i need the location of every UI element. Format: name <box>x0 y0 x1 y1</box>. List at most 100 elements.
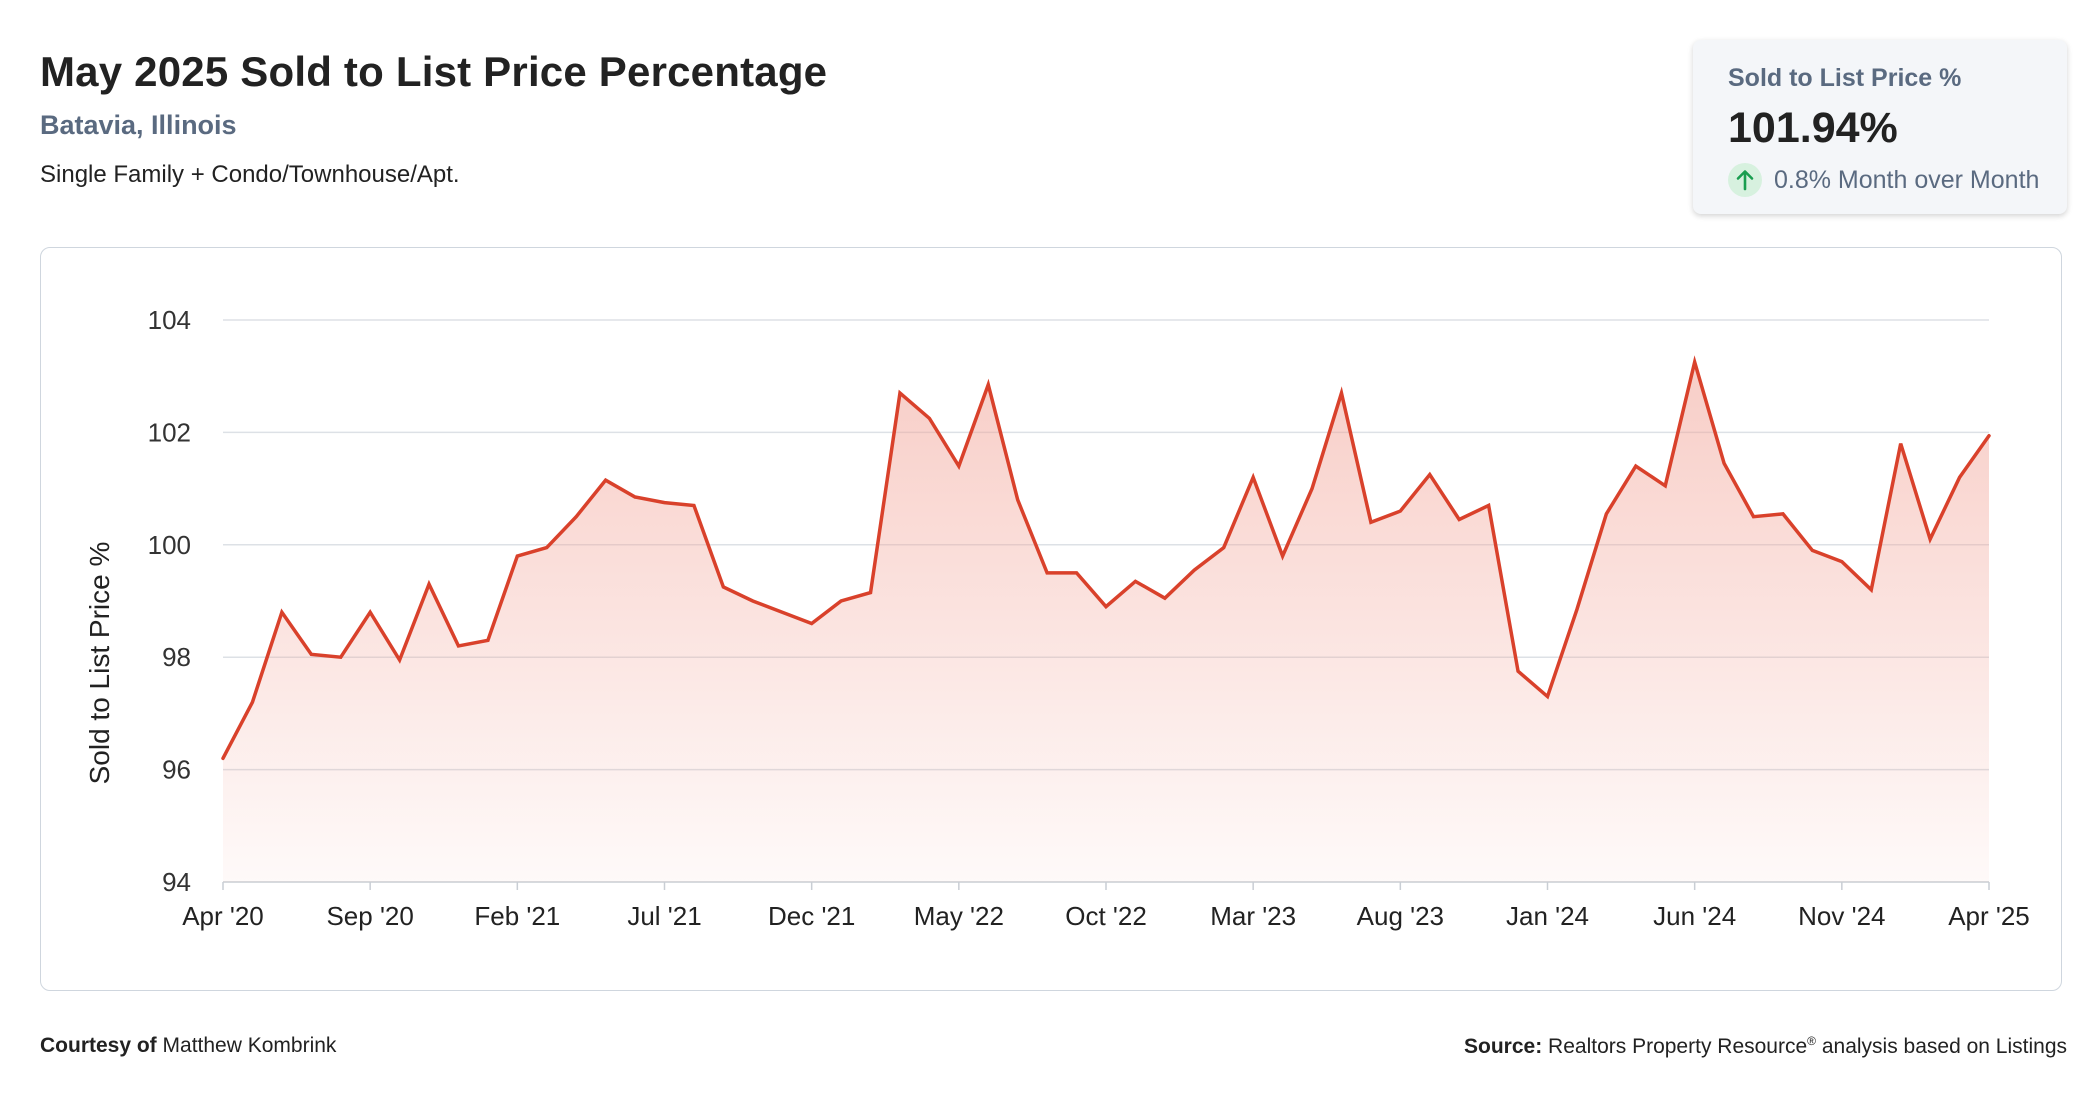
data-point <box>456 644 460 648</box>
data-point <box>1546 695 1550 699</box>
data-point <box>1693 360 1697 364</box>
data-point <box>1045 571 1049 575</box>
data-point <box>1752 515 1756 519</box>
source-suffix: analysis based on Listings <box>1821 1035 2067 1058</box>
x-tick-label: Jan '24 <box>1506 901 1589 931</box>
data-point <box>869 591 873 595</box>
data-point <box>427 582 431 586</box>
data-point <box>1398 509 1402 513</box>
data-point <box>1339 391 1343 395</box>
source-text: Realtors Property Resource® <box>1548 1034 1816 1058</box>
source-footer: Source: Realtors Property Resource® anal… <box>1464 1034 2067 1059</box>
data-point <box>574 515 578 519</box>
data-point <box>515 554 519 558</box>
property-segment: Single Family + Condo/Townhouse/Apt. <box>40 161 460 188</box>
data-point <box>692 503 696 507</box>
data-point <box>486 638 490 642</box>
y-tick-label: 102 <box>148 417 191 447</box>
courtesy-name: Matthew Kombrink <box>162 1034 337 1057</box>
data-point <box>1516 669 1520 673</box>
data-point <box>250 700 254 704</box>
y-tick-label: 94 <box>162 867 191 897</box>
area-fill <box>223 362 1989 882</box>
data-point <box>810 621 814 625</box>
data-point <box>986 383 990 387</box>
stat-change-text: 0.8% Month over Month <box>1774 165 2040 194</box>
data-point <box>280 610 284 614</box>
data-point <box>1075 571 1079 575</box>
x-tick-label: Apr '20 <box>182 901 264 931</box>
data-point <box>1810 548 1814 552</box>
y-tick-label: 96 <box>162 755 191 785</box>
data-point <box>604 478 608 482</box>
location-subtitle: Batavia, Illinois <box>40 110 237 140</box>
data-point <box>1840 560 1844 564</box>
x-tick-label: Apr '25 <box>1948 901 2030 931</box>
stat-change-row: 0.8% Month over Month <box>1728 163 2039 197</box>
data-point <box>1634 464 1638 468</box>
y-tick-label: 104 <box>148 305 191 335</box>
x-tick-label: Jul '21 <box>627 901 701 931</box>
x-tick-label: Mar '23 <box>1210 901 1296 931</box>
x-tick-label: Dec '21 <box>768 901 855 931</box>
y-axis-label: Sold to List Price % <box>84 542 115 785</box>
data-point <box>780 610 784 614</box>
data-point <box>1251 475 1255 479</box>
data-point <box>898 391 902 395</box>
chart-card: 94 96 98 100 102 104 Apr '20 Sep '20 Feb '21 Jul… <box>40 247 2062 991</box>
data-point <box>398 658 402 662</box>
data-point <box>1869 588 1873 592</box>
data-point <box>663 501 667 505</box>
data-point <box>751 599 755 603</box>
x-tick-label: Jun '24 <box>1653 901 1736 931</box>
stat-value: 101.94% <box>1728 104 1898 152</box>
data-point <box>1457 518 1461 522</box>
x-tick-label: Sep '20 <box>326 901 413 931</box>
registered-mark: ® <box>1807 1034 1816 1048</box>
data-point <box>1133 579 1137 583</box>
source-label: Source: <box>1464 1035 1543 1058</box>
x-tick-label: Feb '21 <box>474 901 560 931</box>
page-title: May 2025 Sold to List Price Percentage <box>40 48 828 95</box>
data-point <box>1958 475 1962 479</box>
data-point <box>633 495 637 499</box>
data-point <box>1222 546 1226 550</box>
x-tick-label: Aug '23 <box>1357 901 1444 931</box>
data-point <box>1369 520 1373 524</box>
x-tick-label: Oct '22 <box>1065 901 1147 931</box>
arrow-up-icon <box>1728 163 1762 197</box>
data-point <box>1428 473 1432 477</box>
data-point <box>927 416 931 420</box>
data-point <box>1781 512 1785 516</box>
data-point <box>1163 596 1167 600</box>
stat-card: Sold to List Price % 101.94% 0.8% Month … <box>1693 40 2067 214</box>
courtesy-footer: Courtesy of Matthew Kombrink <box>40 1034 336 1058</box>
data-point <box>1016 498 1020 502</box>
data-point <box>957 464 961 468</box>
data-point <box>309 652 313 656</box>
data-point <box>1310 487 1314 491</box>
y-tick-label: 98 <box>162 642 191 672</box>
data-point <box>1575 607 1579 611</box>
data-point <box>1899 442 1903 446</box>
courtesy-label: Courtesy of <box>40 1034 157 1057</box>
data-point <box>839 599 843 603</box>
data-point <box>1192 568 1196 572</box>
data-point <box>221 756 225 760</box>
y-tick-label: 100 <box>148 530 191 560</box>
data-point <box>1928 537 1932 541</box>
data-point <box>721 585 725 589</box>
data-point <box>1487 503 1491 507</box>
data-point <box>1604 512 1608 516</box>
data-point <box>1663 484 1667 488</box>
data-point <box>1722 461 1726 465</box>
data-point <box>545 546 549 550</box>
x-tick-label: May '22 <box>914 901 1004 931</box>
x-tick-label: Nov '24 <box>1798 901 1885 931</box>
line-chart: 94 96 98 100 102 104 Apr '20 Sep '20 Feb '21 Jul… <box>84 305 2030 931</box>
data-point <box>339 655 343 659</box>
data-point <box>1104 605 1108 609</box>
series-line <box>221 355 1991 761</box>
stat-label: Sold to List Price % <box>1728 64 1962 92</box>
data-point <box>1987 434 1991 438</box>
